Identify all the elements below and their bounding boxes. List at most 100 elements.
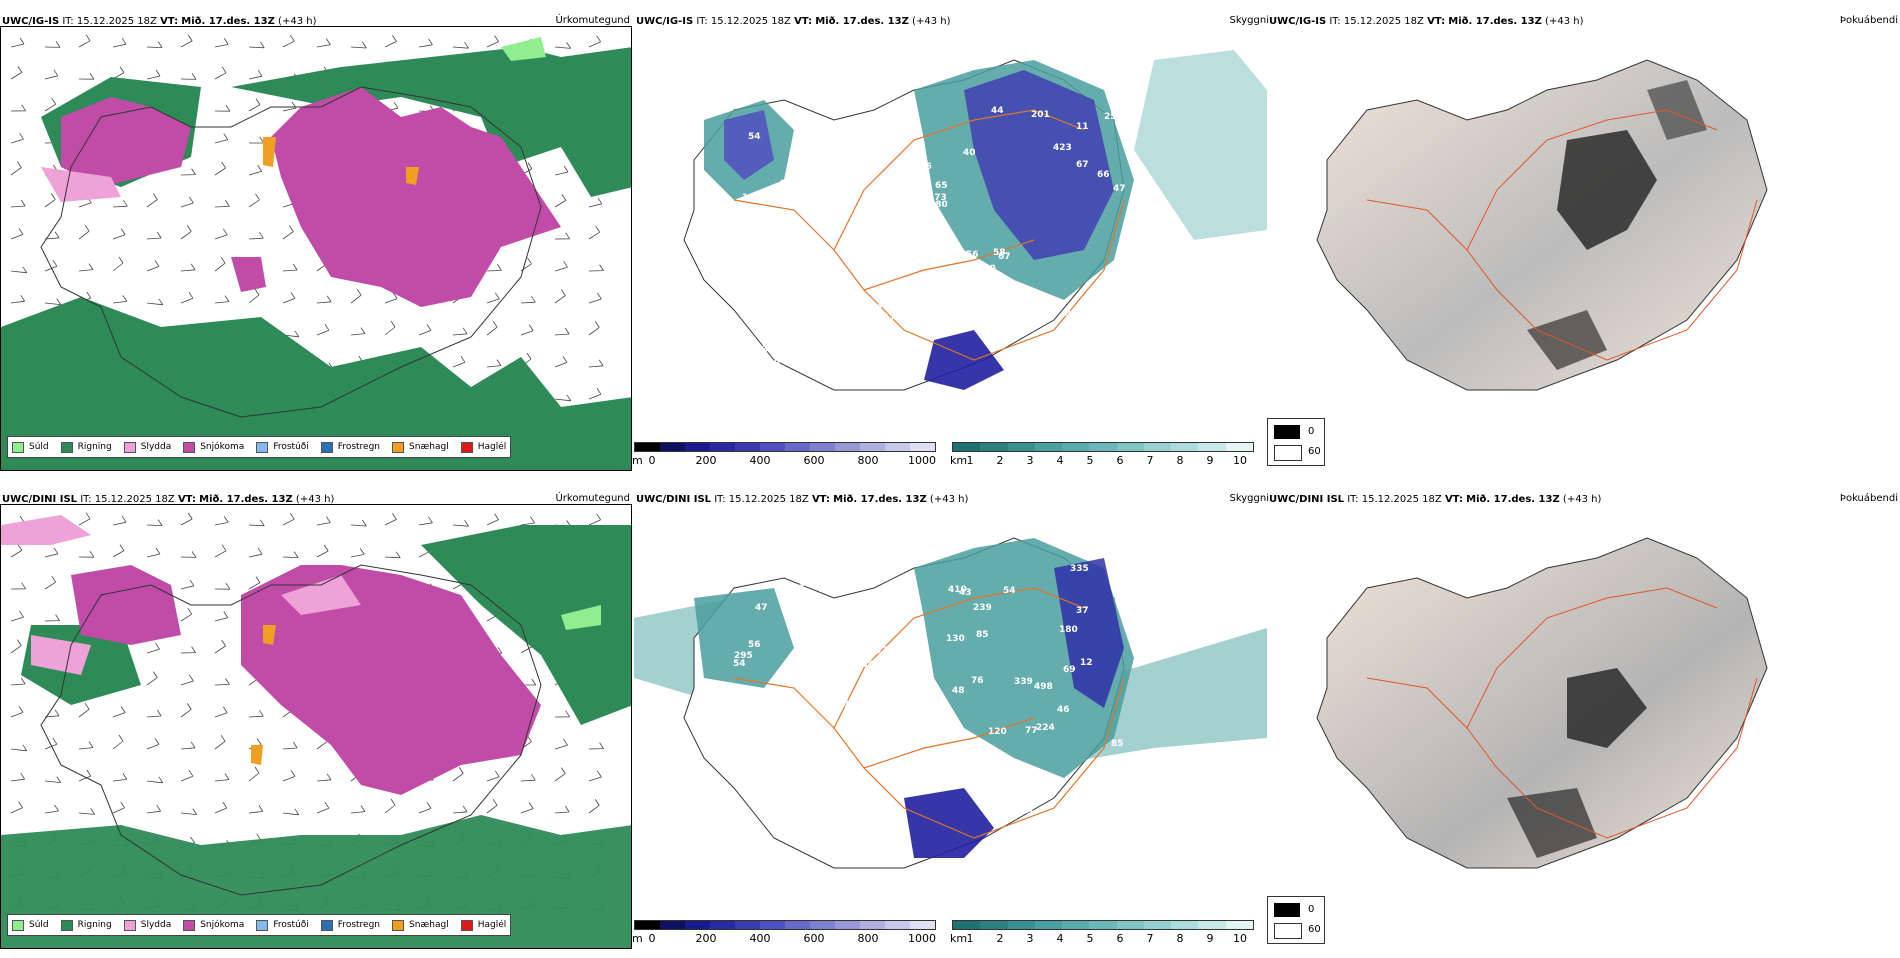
fog-dense [1567,668,1647,748]
wind-barb [316,544,329,558]
wind-barb [384,320,396,336]
colorbar-segment [1143,921,1172,929]
legend-item: Rigning [60,441,112,453]
wind-barb [554,289,566,304]
wind-barb [214,256,226,272]
wind-barb [112,734,124,750]
wind-barb [282,225,294,240]
wind-barb [248,576,261,590]
wind-barb [384,513,397,526]
wind-barb [282,263,298,272]
fog-legend-white [1274,445,1302,461]
wind-barb [44,776,62,783]
wind-barb [282,512,295,526]
it-label: IT: [1329,16,1341,27]
ceiling-value-labels: 12 31 280 224 339 130 188 163 180 335 295 116 159 120… [733,564,1124,830]
wind-barb [10,199,26,208]
wind-barb [44,614,60,622]
wind-barb [146,231,162,240]
legend-label: Frostúði [273,920,309,930]
wind-barb [180,551,197,558]
ceiling-value-label: 44 [890,686,903,696]
colorbar-tick: 6 [1116,932,1124,945]
precip-type-legend: Súld Rigning Slydda Snjókoma Frostúði Frostre… [7,436,512,458]
ceiling-value-label: 31 [762,345,775,355]
wind-barb [10,801,23,814]
wind-barb [44,737,58,750]
forecast-row-dini-isl: UWC/DINI ISL IT: 15.12.2025 18Z VT: Mið.… [0,488,1900,958]
sleet-area [31,635,91,675]
ceiling-value-label: 339 [1014,677,1033,687]
lead-time: (+43 h) [1562,494,1602,505]
ceiling-value-label: 380 [929,200,948,210]
legend-swatch [123,919,136,931]
wind-barb [44,41,61,48]
ceiling-value-label: 44 [991,106,1004,116]
wind-barb [588,742,604,750]
init-time: 15.12.2025 18Z [94,494,175,505]
colorbar-unit: m [632,454,643,467]
colorbar-segment [660,443,685,451]
wind-barb [248,766,260,782]
valid-time: Mið. 17.des. 13Z [181,16,275,27]
ceiling-value-label: 173 [928,193,947,203]
fog-legend-min: 0 [1308,426,1315,437]
colorbar-tick: 1 [966,454,974,467]
colorbar-segment [785,921,810,929]
ceiling-value-label: 116 [798,579,817,589]
precip-map: Súld Rigning Slydda Snjókoma Frostúði Frostre… [0,26,632,471]
wind-barb [214,38,229,48]
legend-swatch [256,441,269,453]
it-label: IT: [1347,494,1359,505]
wind-barb [44,547,59,558]
colorbar-segment [1225,443,1253,451]
wind-barb [350,548,365,558]
ceiling-area [924,330,1004,390]
low-cloud-area [694,588,794,688]
wind-barb [180,741,196,750]
ceiling-value-label: 231 [909,302,928,312]
ceiling-colorbar: m 0 200 400 600 800 1000 [632,442,936,467]
wind-barb [282,292,296,304]
ceiling-area [964,70,1114,260]
wind-barb [316,323,330,336]
wind-barb [452,519,469,527]
fog-dense [1647,80,1707,140]
ceiling-value-label: 43 [959,588,972,598]
wind-barb [316,773,332,782]
colorbar-tick: 800 [857,454,879,467]
wind-barb [418,38,433,48]
wind-barb [146,41,163,48]
wind-barb [248,165,262,176]
vt-label: VT: [1444,494,1463,505]
legend-swatch [60,919,73,931]
ceiling-value-label: 108 [726,328,745,338]
wind-barb [10,582,27,590]
roads [733,587,1125,839]
ceiling-value-label: 67 [1076,160,1089,170]
wind-barb [248,231,264,240]
wind-barb [588,387,602,400]
wind-barb [112,515,127,526]
snow-area [271,87,561,307]
wind-barb [350,805,366,814]
colorbar-tick: 5 [1086,454,1094,467]
colorbar-segment [835,443,860,451]
colorbar-segment [685,443,710,451]
ceiling-value-label: 379 [875,646,894,656]
colorbar-tick: 8 [1176,454,1184,467]
colorbar-tick: 7 [1146,454,1154,467]
vt-label: VT: [177,494,196,505]
wind-barb [214,516,229,526]
ceiling-value-label: 410 [948,585,967,595]
fog-dense [1557,130,1657,250]
wind-barb [588,770,602,782]
wind-barb [520,295,536,304]
panel-header: UWC/IG-IS IT: 15.12.2025 18Z VT: Mið. 17… [2,16,316,27]
wind-barb [10,161,22,176]
ceiling-value-labels: 287 10 11 31 40 31 583 146 167 219 108 49 27 65 67 54 51… [726,94,1126,369]
wind-barb [146,776,164,784]
colorbar-tick: 6 [1116,454,1124,467]
wind-barb [248,193,260,208]
hail-area [251,745,263,765]
